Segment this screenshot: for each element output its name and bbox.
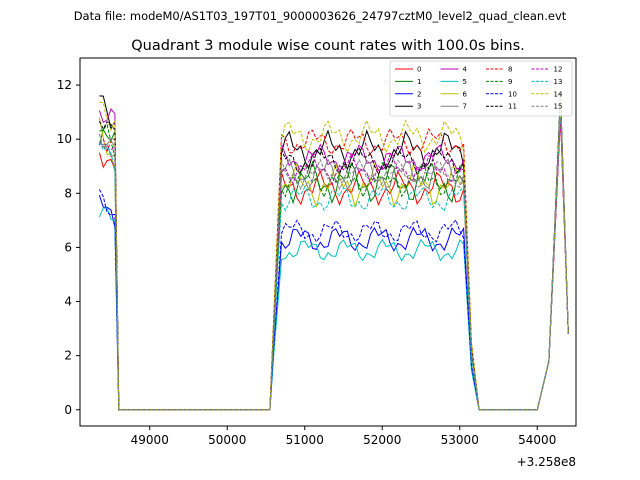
x-tick-label: 52000 [363,433,401,447]
legend-box [389,60,573,117]
y-tick-label: 0 [64,403,72,417]
x-tick-label: 49000 [131,433,169,447]
y-tick-label: 10 [57,132,72,146]
axes-frame [79,57,577,427]
x-tick-label: 50000 [208,433,246,447]
legend-label: 4 [463,66,468,74]
legend-label: 13 [554,78,563,86]
figure-suptitle: Data file: modeM0/AS1T03_197T01_90000036… [74,9,567,23]
series-line-15 [98,93,569,411]
legend-label: 5 [463,78,467,86]
y-tick-label: 2 [64,349,72,363]
chart-title: Quadrant 3 module wise count rates with … [131,38,525,54]
legend-label: 11 [508,103,517,111]
y-tick-label: 12 [57,78,72,92]
legend-label: 0 [417,66,421,74]
legend-label: 10 [508,90,517,98]
legend-label: 8 [508,66,512,74]
legend-label: 6 [463,90,468,98]
x-tick-label: 51000 [286,433,324,447]
legend-label: 15 [554,103,563,111]
y-tick-label: 4 [64,295,72,309]
legend-label: 3 [417,103,421,111]
axes-background [80,58,576,426]
legend-label: 1 [417,78,421,86]
x-tick-label: 54000 [518,433,556,447]
series-line-9 [99,107,569,411]
y-tick-label: 6 [64,240,72,254]
legend-label: 7 [463,103,467,111]
x-tick-label: 53000 [441,433,479,447]
legend-label: 2 [417,90,421,98]
y-tick-label: 8 [64,186,72,200]
series-layer [98,93,569,411]
legend-label: 12 [554,66,563,74]
legend-label: 14 [554,90,563,98]
x-offset-label: +3.258e8 [517,455,576,469]
legend-label: 9 [508,78,512,86]
plot-area: 49000 50000 51000 52000 53000 54000024681012 … [57,57,577,469]
